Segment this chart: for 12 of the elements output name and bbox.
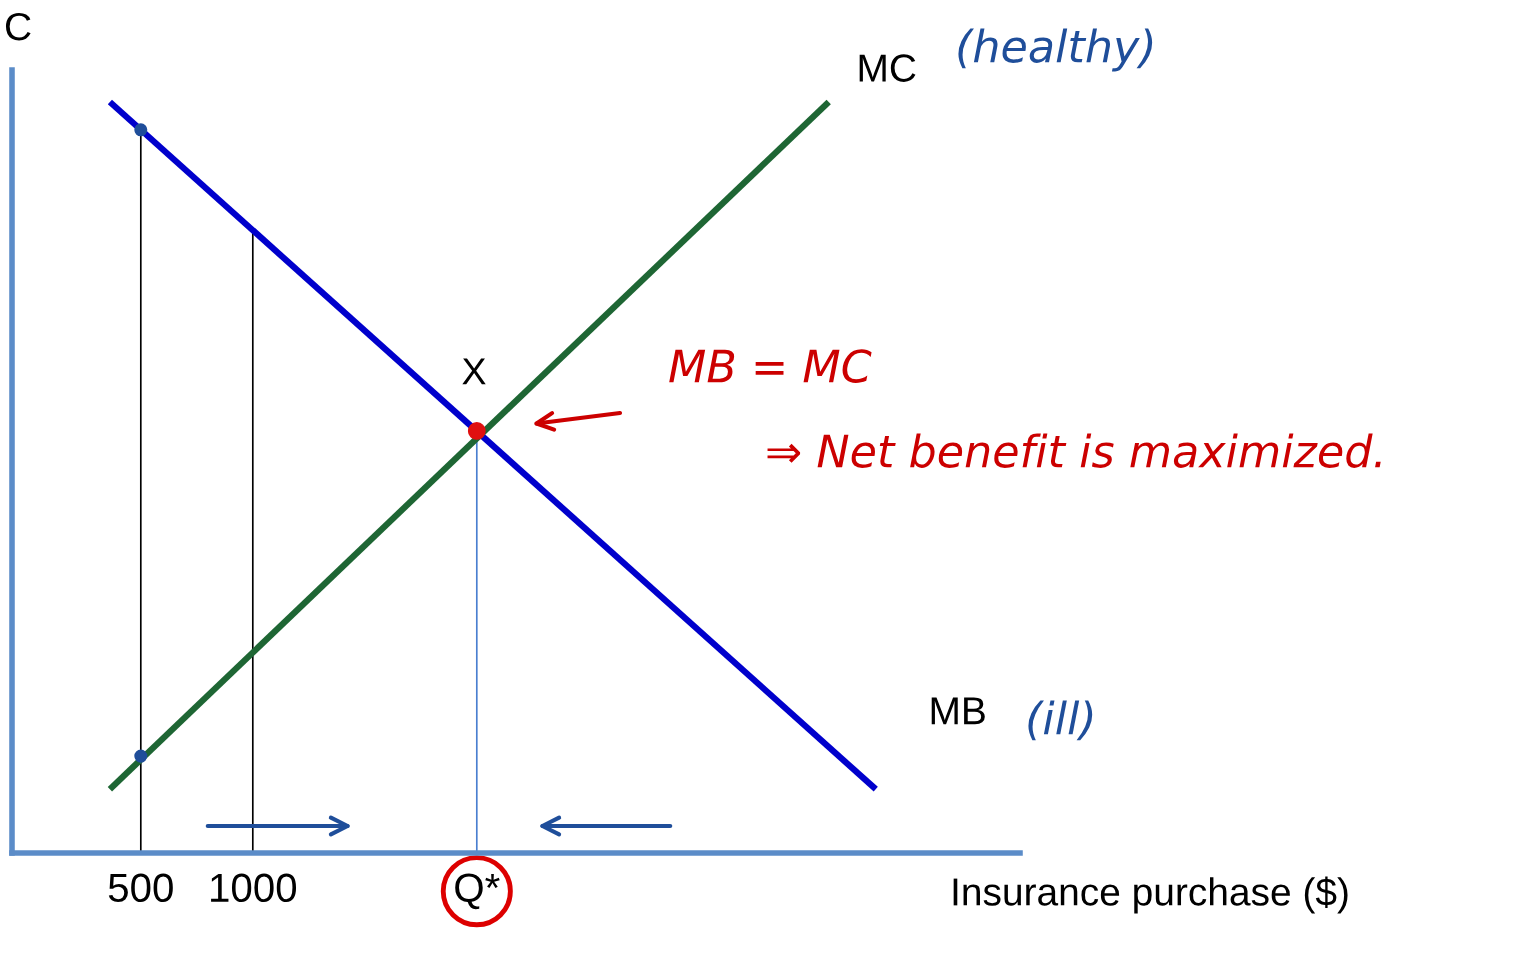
annotation: ⇒ Net benefit is maximized. xyxy=(767,433,1381,468)
annotation: MB = MC xyxy=(669,349,872,383)
x-tick-label: Q* xyxy=(455,873,500,910)
x-tick-label: 1000 xyxy=(211,873,297,903)
series-label: MC xyxy=(859,54,916,82)
x-axis-title: Insurance purchase ($) xyxy=(953,876,1348,914)
text: (ill) xyxy=(1028,700,1093,741)
annotation: X xyxy=(462,358,486,385)
text: (healthy) xyxy=(958,28,1153,72)
x-tick-label: 500 xyxy=(108,873,173,903)
text: MB xyxy=(931,697,985,725)
y-axis-title: C xyxy=(5,12,31,41)
